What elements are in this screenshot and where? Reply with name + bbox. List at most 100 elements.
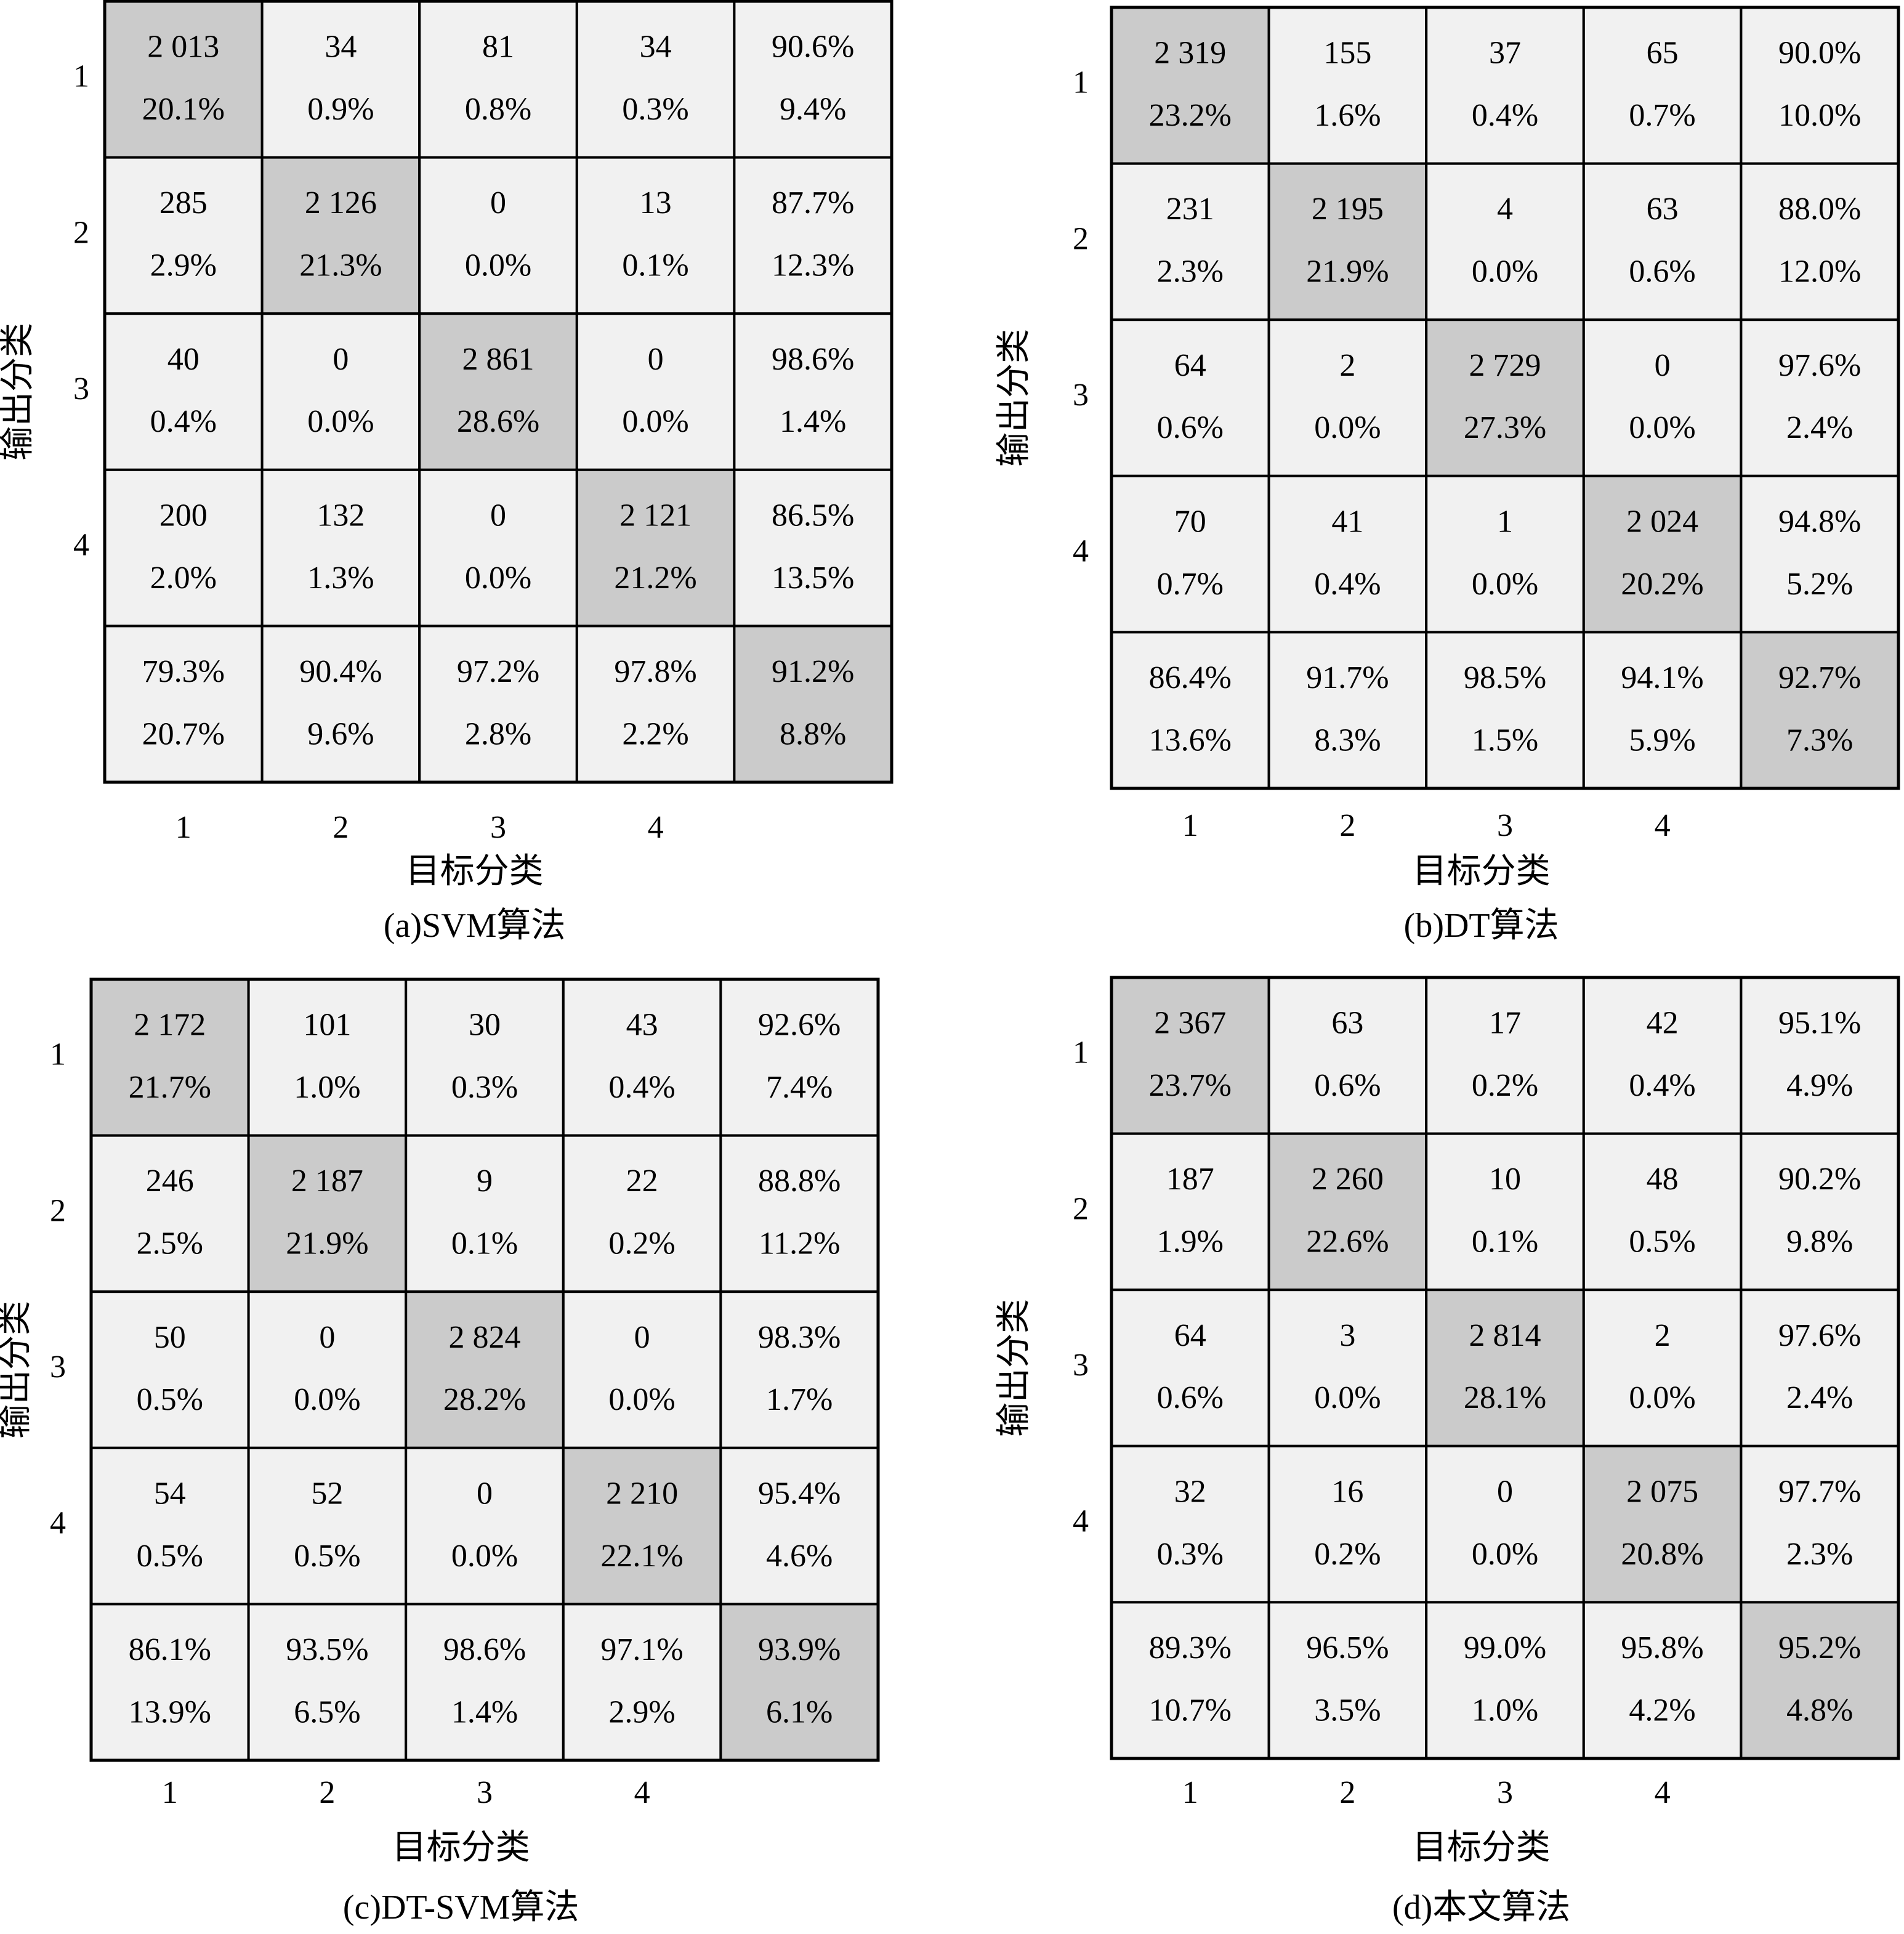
row-tick-label: 4 xyxy=(1073,534,1089,569)
cell-percent-error: 13.6% xyxy=(1149,722,1232,758)
row-tick-label: 3 xyxy=(1073,378,1089,413)
cell-count: 65 xyxy=(1647,36,1679,71)
cell-percent: 0.0% xyxy=(622,404,688,439)
cell-percent: 0.4% xyxy=(1314,567,1381,602)
cell-percent: 0.7% xyxy=(1157,567,1224,602)
cell-percent-correct: 92.6% xyxy=(758,1008,841,1043)
matrix-cell xyxy=(562,1290,722,1449)
cell-count: 3 xyxy=(1339,1318,1355,1353)
cell-count: 10 xyxy=(1489,1162,1521,1197)
matrix-cell xyxy=(1425,474,1585,634)
matrix-cell xyxy=(1582,6,1743,165)
matrix-cell xyxy=(1110,1289,1270,1447)
cell-percent-error: 2.4% xyxy=(1786,410,1853,445)
cell-percent-error: 12.0% xyxy=(1778,254,1861,289)
matrix-cell xyxy=(405,978,565,1137)
cell-percent: 0.0% xyxy=(1472,1537,1538,1572)
matrix-cell xyxy=(719,1290,880,1449)
cell-count: 34 xyxy=(325,30,357,65)
cell-percent-error: 8.8% xyxy=(780,716,846,751)
confusion-matrix-panel-4: 2 36723.7%630.6%170.2%420.4%95.1%4.9%187… xyxy=(995,976,1900,1927)
cell-count: 70 xyxy=(1174,504,1206,539)
cell-percent: 20.2% xyxy=(1621,567,1703,602)
matrix-cell xyxy=(103,0,264,159)
row-tick-label: 3 xyxy=(1073,1348,1089,1383)
row-tick-label: 4 xyxy=(1073,1504,1089,1539)
cell-percent: 27.3% xyxy=(1464,410,1546,445)
matrix-cell xyxy=(418,0,578,159)
cell-percent: 22.1% xyxy=(600,1539,683,1574)
cell-count: 37 xyxy=(1489,36,1521,71)
cell-percent-correct: 97.8% xyxy=(614,654,696,689)
matrix-cell xyxy=(733,625,894,784)
cell-percent-correct: 97.2% xyxy=(457,654,539,689)
matrix-cell xyxy=(260,156,421,315)
cell-percent-correct: 98.6% xyxy=(772,342,854,377)
matrix-cell xyxy=(1582,1289,1743,1447)
matrix-cell xyxy=(1740,1444,1900,1604)
cell-percent: 23.7% xyxy=(1149,1068,1232,1103)
cell-percent: 0.2% xyxy=(1314,1537,1381,1572)
cell-percent-error: 7.4% xyxy=(766,1070,833,1105)
cell-percent-correct: 86.4% xyxy=(1149,660,1232,695)
panel-caption: (b)DT算法 xyxy=(1404,907,1559,945)
cell-percent: 23.2% xyxy=(1149,98,1232,133)
row-tick-label: 1 xyxy=(50,1037,66,1072)
matrix-cell xyxy=(1110,1444,1270,1604)
cell-count: 42 xyxy=(1647,1006,1679,1041)
cell-percent-correct: 93.9% xyxy=(758,1632,841,1667)
cell-percent: 0.0% xyxy=(1314,410,1381,445)
matrix-cell xyxy=(1740,318,1900,477)
matrix-cell xyxy=(733,312,894,471)
cell-percent-error: 4.2% xyxy=(1629,1693,1695,1728)
cell-count: 30 xyxy=(469,1008,501,1043)
column-tick-label: 3 xyxy=(1497,808,1513,843)
cell-count: 101 xyxy=(303,1008,351,1043)
cell-count: 0 xyxy=(648,342,664,377)
cell-count: 0 xyxy=(490,498,506,533)
matrix-cell xyxy=(562,978,722,1137)
column-tick-label: 4 xyxy=(1655,808,1671,843)
matrix-cell xyxy=(719,1446,880,1606)
row-tick-label: 4 xyxy=(50,1506,66,1541)
matrix-cell xyxy=(1267,6,1428,165)
cell-percent-error: 6.1% xyxy=(766,1694,833,1730)
matrix-cell xyxy=(1425,976,1585,1135)
matrix-cell xyxy=(418,468,578,628)
column-tick-label: 3 xyxy=(477,1775,493,1810)
cell-percent-correct: 90.0% xyxy=(1778,36,1861,71)
cell-percent: 0.3% xyxy=(1157,1537,1224,1572)
confusion-matrix-panel-1: 2 01320.1%340.9%810.8%340.3%90.6%9.4%285… xyxy=(0,0,894,945)
x-axis-label: 目标分类 xyxy=(1413,852,1551,891)
cell-count: 17 xyxy=(1489,1006,1521,1041)
column-tick-label: 1 xyxy=(162,1775,178,1810)
cell-percent: 0.0% xyxy=(1314,1380,1381,1415)
cell-percent-error: 9.4% xyxy=(780,92,846,127)
confusion-matrix-panel-2: 2 31923.2%1551.6%370.4%650.7%90.0%10.0%2… xyxy=(995,6,1900,945)
cell-count: 2 210 xyxy=(606,1476,678,1511)
row-tick-label: 2 xyxy=(73,215,89,250)
matrix-cell xyxy=(418,625,578,784)
matrix-cell xyxy=(1425,6,1585,165)
cell-percent: 0.1% xyxy=(451,1226,518,1261)
matrix-cell xyxy=(1110,6,1270,165)
cell-count: 2 075 xyxy=(1626,1474,1698,1509)
cell-percent: 0.4% xyxy=(150,404,217,439)
matrix-cell xyxy=(1740,162,1900,322)
cell-count: 0 xyxy=(1497,1474,1513,1509)
cell-percent-correct: 95.2% xyxy=(1778,1630,1861,1665)
column-tick-label: 3 xyxy=(490,810,506,845)
matrix-cell xyxy=(247,1603,408,1762)
matrix-cell xyxy=(1267,162,1428,322)
cell-percent: 20.8% xyxy=(1621,1537,1703,1572)
cell-count: 2 260 xyxy=(1312,1162,1384,1197)
cell-percent: 2.5% xyxy=(137,1226,203,1261)
column-tick-label: 4 xyxy=(634,1775,650,1810)
column-tick-label: 1 xyxy=(1182,808,1198,843)
column-tick-label: 1 xyxy=(1182,1775,1198,1810)
cell-percent: 1.3% xyxy=(307,560,374,596)
matrix-cell xyxy=(719,978,880,1137)
cell-percent: 21.9% xyxy=(1306,254,1389,289)
matrix-cell xyxy=(1582,162,1743,322)
cell-percent-correct: 90.2% xyxy=(1778,1162,1861,1197)
